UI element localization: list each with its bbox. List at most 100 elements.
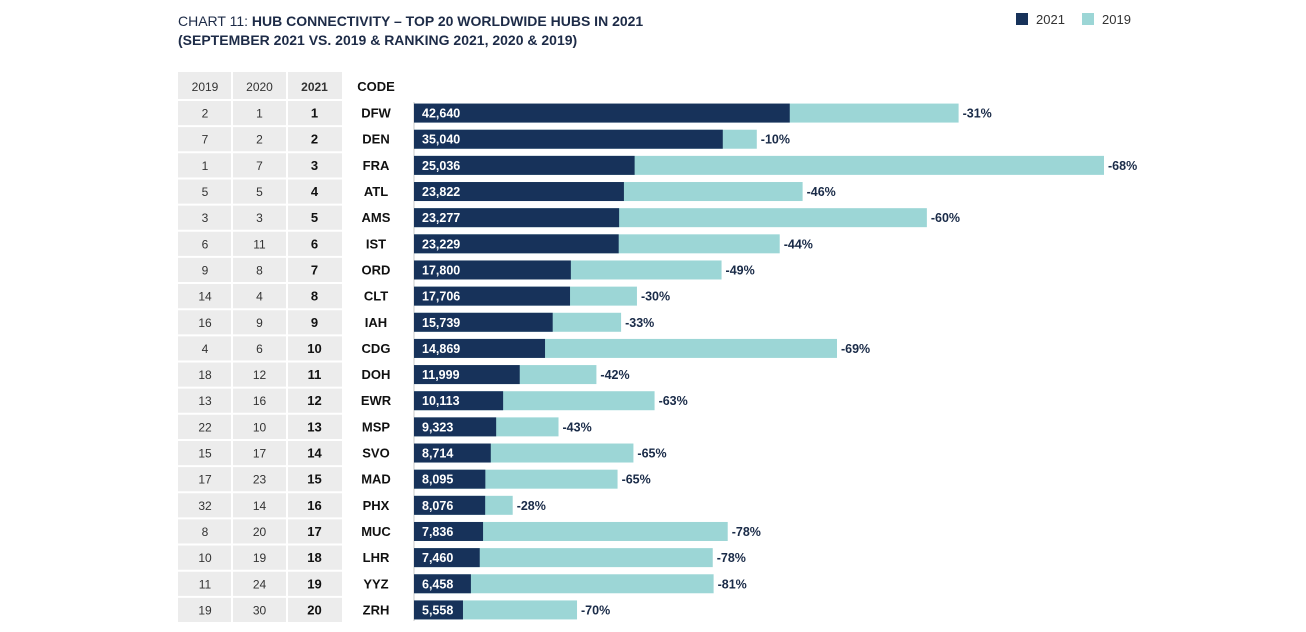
bar-2021 (414, 129, 723, 149)
rank-2020-cell: 1 (256, 107, 263, 121)
chart-title: CHART 11: HUB CONNECTIVITY – TOP 20 WORL… (178, 12, 643, 50)
rank-2019-cell: 9 (202, 263, 209, 277)
rank-2021-cell: 16 (307, 498, 321, 513)
change-label: -10% (761, 133, 790, 147)
rank-2019-cell: 13 (198, 394, 212, 408)
rank-2020-cell: 20 (253, 525, 267, 539)
value-label-2021: 6,458 (422, 577, 453, 591)
bar-2021 (414, 260, 571, 280)
change-label: -60% (931, 211, 960, 225)
rank-2019-cell: 2 (202, 107, 209, 121)
rank-2019-cell: 11 (199, 577, 212, 591)
change-label: -69% (841, 342, 870, 356)
change-label: -78% (732, 525, 761, 539)
bar-2021 (414, 417, 497, 437)
change-label: -43% (563, 420, 592, 434)
bar-2021 (414, 338, 546, 358)
bar-2021 (414, 286, 571, 306)
hub-code-label: MSP (362, 419, 391, 434)
change-label: -81% (718, 577, 747, 591)
bar-2021 (414, 182, 624, 202)
hub-code-label: DFW (361, 106, 391, 121)
value-label-2021: 8,076 (422, 499, 453, 513)
change-label: -42% (600, 368, 629, 382)
change-label: -30% (641, 290, 670, 304)
legend-swatch-2019 (1082, 13, 1094, 25)
value-label-2021: 15,739 (422, 316, 460, 330)
bar-2021 (414, 234, 619, 254)
rank-2021-cell: 9 (311, 315, 318, 330)
rank-2020-cell: 2 (256, 133, 263, 147)
value-label-2021: 42,640 (422, 107, 460, 121)
column-header-2021: 2021 (301, 80, 328, 94)
rank-2020-cell: 11 (253, 237, 266, 251)
hub-code-label: CLT (364, 289, 388, 304)
hub-code-label: FRA (363, 158, 390, 173)
rank-2019-cell: 5 (202, 185, 209, 199)
hub-code-label: ZRH (363, 602, 390, 617)
value-label-2021: 11,999 (422, 368, 460, 382)
bar-2021 (414, 443, 491, 463)
legend-label-2019: 2019 (1102, 12, 1131, 27)
change-label: -78% (717, 551, 746, 565)
rank-2021-cell: 19 (307, 576, 321, 591)
legend-item-2021: 2021 (1016, 12, 1065, 27)
bar-2021 (414, 391, 504, 411)
rank-2019-cell: 15 (198, 447, 212, 461)
hub-code-label: SVO (362, 446, 389, 461)
change-label: -63% (659, 394, 688, 408)
value-label-2021: 7,460 (422, 551, 453, 565)
value-label-2021: 17,800 (422, 263, 460, 277)
rank-2020-cell: 4 (256, 290, 263, 304)
change-label: -33% (625, 316, 654, 330)
change-label: -70% (581, 603, 610, 617)
rank-2021-cell: 13 (307, 419, 321, 434)
rank-2019-cell: 6 (202, 237, 209, 251)
rank-2020-cell: 3 (256, 211, 263, 225)
rank-2019-cell: 14 (198, 290, 212, 304)
rank-2021-cell: 7 (311, 262, 318, 277)
rank-2021-cell: 14 (307, 446, 322, 461)
rank-2020-cell: 5 (256, 185, 263, 199)
change-label: -44% (784, 237, 813, 251)
legend-swatch-2021 (1016, 13, 1028, 25)
value-label-2021: 10,113 (422, 394, 460, 408)
bar-2019 (414, 574, 714, 594)
value-label-2021: 23,822 (422, 185, 460, 199)
chart-subtitle: (SEPTEMBER 2021 VS. 2019 & RANKING 2021,… (178, 32, 578, 48)
bar-2021 (414, 365, 520, 385)
hub-code-label: ORD (362, 262, 391, 277)
rank-2021-cell: 12 (307, 393, 321, 408)
rank-2021-cell: 20 (307, 602, 321, 617)
rank-2021-cell: 1 (311, 106, 318, 121)
value-label-2021: 23,277 (422, 211, 460, 225)
column-header-code: CODE (357, 79, 395, 94)
rank-2019-cell: 18 (198, 368, 212, 382)
hub-code-label: MAD (361, 472, 391, 487)
rank-2019-cell: 3 (202, 211, 209, 225)
bar-2019 (414, 521, 728, 541)
bar-2021 (414, 548, 480, 568)
bar-2021 (414, 469, 486, 489)
value-label-2021: 5,558 (422, 603, 453, 617)
rank-2019-cell: 7 (202, 133, 209, 147)
rank-2021-cell: 11 (308, 367, 322, 382)
value-label-2021: 14,869 (422, 342, 460, 356)
rank-2020-cell: 17 (253, 447, 267, 461)
change-label: -49% (726, 263, 755, 277)
rank-2020-cell: 14 (253, 499, 267, 513)
rank-2021-cell: 6 (311, 236, 318, 251)
rank-2019-cell: 22 (198, 420, 212, 434)
rank-2020-cell: 8 (256, 263, 263, 277)
change-label: -65% (622, 473, 651, 487)
rank-2021-cell: 5 (311, 210, 318, 225)
value-label-2021: 8,095 (422, 473, 453, 487)
value-label-2021: 25,036 (422, 159, 460, 173)
rank-2021-cell: 10 (307, 341, 321, 356)
hub-code-label: YYZ (363, 576, 388, 591)
rank-2021-cell: 15 (307, 472, 321, 487)
rank-2020-cell: 12 (253, 368, 267, 382)
change-label: -68% (1108, 159, 1137, 173)
hub-code-label: LHR (363, 550, 390, 565)
